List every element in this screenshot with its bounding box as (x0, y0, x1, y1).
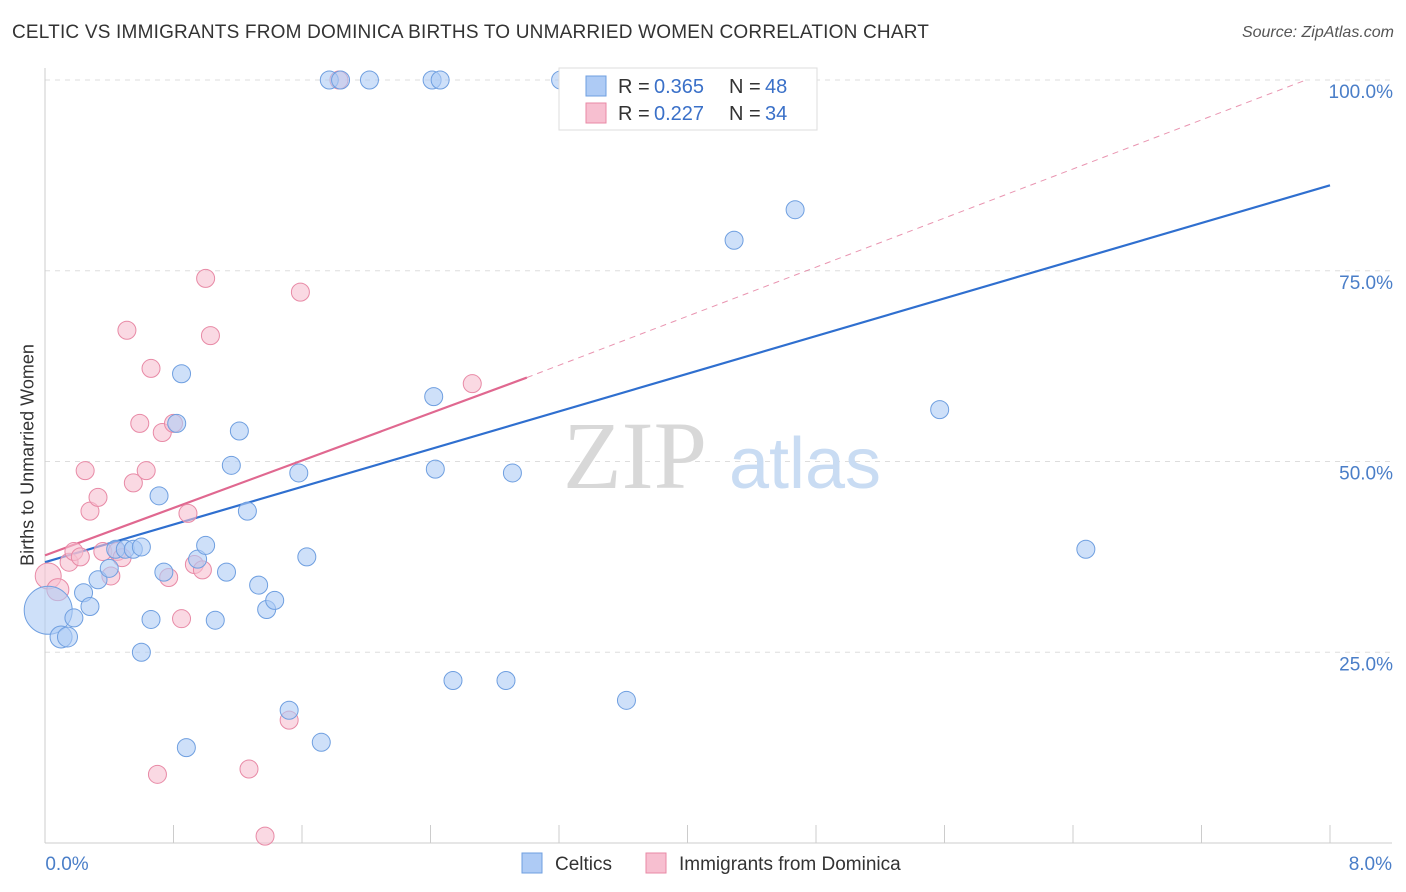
celtics-point (141, 609, 161, 629)
trend-lines (44, 79, 1331, 564)
watermark: ZIP atlas (563, 402, 881, 509)
celtics-point (359, 70, 379, 90)
celtics-point (1076, 539, 1096, 559)
celtics-point (172, 364, 192, 384)
celtics-point (265, 590, 285, 610)
dominica-points (34, 70, 482, 846)
celtics-point (205, 610, 225, 630)
dominica-point (70, 547, 90, 567)
dominica-point (130, 413, 150, 433)
celtics-point (502, 463, 522, 483)
celtics-point (237, 501, 257, 521)
celtics-point (289, 463, 309, 483)
axis-layer: 25.0% 50.0% 75.0% 100.0% 0.0% 8.0% (44, 68, 1394, 875)
legend-n-label-1: N = (729, 76, 761, 98)
dominica-point (75, 461, 95, 481)
dominica-point (239, 759, 259, 779)
legend-swatch-celtics (585, 75, 607, 97)
source-note: Source: ZipAtlas.com (1241, 24, 1394, 41)
dominica-point (178, 503, 198, 523)
celtics-point (64, 608, 84, 628)
bottom-legend-swatch-celtics (521, 852, 543, 874)
celtics-point (430, 70, 450, 90)
dominica-point (462, 374, 482, 394)
legend-box: R = 0.365 N = 48 R = 0.227 N = 34 (558, 67, 818, 131)
celtics-point (196, 535, 216, 555)
dominica-point (117, 320, 137, 340)
celtics-point (99, 558, 119, 578)
y-tick-label: 75.0% (1339, 273, 1393, 294)
celtics-point (785, 200, 805, 220)
celtics-point (217, 562, 237, 582)
celtics-point (229, 421, 249, 441)
celtics-point (131, 642, 151, 662)
dominica-point (88, 487, 108, 507)
dominica-point (141, 358, 161, 378)
bottom-legend-dominica: Immigrants from Dominica (679, 854, 901, 875)
x-tick-label-max: 8.0% (1349, 854, 1392, 875)
watermark-atlas: atlas (729, 424, 881, 504)
celtics-point (930, 400, 950, 420)
dominica-point (290, 282, 310, 302)
celtics-point (80, 596, 100, 616)
celtics-point (167, 413, 187, 433)
celtics-point (249, 575, 269, 595)
celtics-point (88, 570, 108, 590)
dominica-trend-line (44, 376, 528, 557)
legend-n-value-1: 48 (765, 76, 787, 98)
celtics-point (297, 547, 317, 567)
legend-r-value-2: 0.227 (654, 103, 704, 125)
watermark-zip: ZIP (563, 402, 707, 509)
legend-r-value-1: 0.365 (654, 76, 704, 98)
celtics-trend-line (44, 184, 1331, 564)
bottom-legend-celtics: Celtics (555, 854, 612, 875)
x-tick-label-min: 0.0% (45, 854, 88, 875)
legend-swatch-dominica (585, 102, 607, 124)
legend-n-value-2: 34 (765, 103, 787, 125)
celtics-points (23, 70, 1096, 758)
celtics-point (425, 459, 445, 479)
celtics-point (496, 670, 516, 690)
dominica-point (255, 826, 275, 846)
celtics-point (149, 486, 169, 506)
legend-r-label-1: R = (618, 76, 650, 98)
dominica-point (123, 473, 143, 493)
chart-title: CELTIC VS IMMIGRANTS FROM DOMINICA BIRTH… (12, 22, 930, 43)
grid-layer (45, 79, 1392, 653)
celtics-point (424, 387, 444, 407)
celtics-point (131, 537, 151, 557)
celtics-point (616, 690, 636, 710)
celtics-point (331, 70, 351, 90)
celtics-point (311, 732, 331, 752)
dominica-trend-extension (526, 79, 1307, 379)
legend-n-label-2: N = (729, 103, 761, 125)
celtics-point (176, 738, 196, 758)
dominica-point (196, 268, 216, 288)
dominica-point (172, 609, 192, 629)
y-tick-label: 50.0% (1339, 464, 1393, 485)
celtics-point (443, 670, 463, 690)
celtics-point (154, 562, 174, 582)
y-tick-label: 100.0% (1329, 82, 1394, 103)
bottom-legend-swatch-dominica (645, 852, 667, 874)
dominica-point (147, 764, 167, 784)
celtics-point (56, 626, 78, 648)
y-tick-label: 25.0% (1339, 654, 1393, 675)
legend-r-label-2: R = (618, 103, 650, 125)
dominica-point (136, 461, 156, 481)
bottom-legend: Celtics Immigrants from Dominica (521, 852, 901, 875)
celtics-point (221, 455, 241, 475)
dominica-point (200, 326, 220, 346)
celtics-point (279, 700, 299, 720)
celtics-point (724, 230, 744, 250)
